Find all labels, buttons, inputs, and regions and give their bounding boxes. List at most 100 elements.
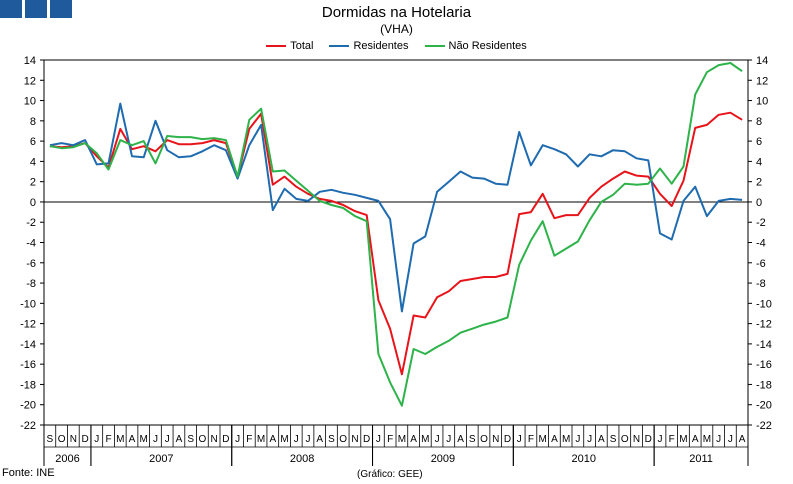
ine-logo-icon — [0, 0, 72, 18]
logo-square — [0, 0, 22, 18]
month-label: D — [645, 434, 652, 445]
month-label: F — [387, 434, 393, 445]
y-tick-label-left: 8 — [30, 116, 36, 128]
month-label: D — [222, 434, 229, 445]
month-label: M — [421, 434, 429, 445]
y-tick-label-right: 8 — [756, 116, 762, 128]
legend-label: Residentes — [353, 40, 409, 52]
month-label: A — [692, 434, 699, 445]
y-tick-label-right: 0 — [756, 197, 762, 209]
legend-swatch — [266, 45, 287, 47]
month-label: J — [658, 434, 663, 445]
month-label: A — [129, 434, 136, 445]
year-label: 2011 — [689, 453, 713, 465]
month-label: N — [633, 434, 640, 445]
month-label: A — [316, 434, 323, 445]
month-label: J — [587, 434, 592, 445]
y-tick-label-right: -16 — [756, 359, 772, 371]
y-tick-label-right: 14 — [756, 55, 768, 67]
chart-legend: Total Residentes Não Residentes — [0, 40, 793, 52]
month-label: M — [398, 434, 406, 445]
y-tick-label-right: -10 — [756, 298, 772, 310]
month-label: A — [457, 434, 464, 445]
year-label: 2007 — [149, 453, 173, 465]
y-tick-label-left: 2 — [30, 177, 36, 189]
month-label: A — [598, 434, 605, 445]
month-label: J — [306, 434, 311, 445]
chart-credit: (Gráfico: GEE) — [357, 469, 423, 480]
month-label: S — [469, 434, 476, 445]
legend-swatch — [424, 45, 445, 47]
legend-item: Residentes — [329, 40, 409, 52]
month-label: M — [562, 434, 570, 445]
y-tick-label-left: 10 — [24, 96, 36, 108]
month-label: J — [94, 434, 99, 445]
month-label: J — [575, 434, 580, 445]
year-label: 2008 — [290, 453, 314, 465]
y-tick-label-right: -2 — [756, 217, 766, 229]
month-label: F — [105, 434, 111, 445]
y-tick-label-left: 12 — [24, 75, 36, 87]
month-label: F — [528, 434, 534, 445]
y-tick-label-right: 10 — [756, 96, 768, 108]
y-tick-label-right: -8 — [756, 278, 766, 290]
month-label: J — [153, 434, 158, 445]
series-line — [49, 62, 743, 407]
y-tick-label-left: -12 — [20, 319, 36, 331]
month-label: D — [504, 434, 511, 445]
month-label: J — [716, 434, 721, 445]
year-label: 2006 — [55, 453, 79, 465]
y-tick-label-right: -4 — [756, 238, 766, 250]
y-tick-label-left: -2 — [26, 217, 36, 229]
y-tick-label-right: -14 — [756, 339, 772, 351]
month-label: J — [435, 434, 440, 445]
month-label: O — [621, 434, 629, 445]
y-tick-label-right: -12 — [756, 319, 772, 331]
month-label: J — [517, 434, 522, 445]
month-label: S — [328, 434, 335, 445]
y-tick-label-right: -18 — [756, 379, 772, 391]
source-note: Fonte: INE — [2, 467, 55, 479]
y-tick-label-left: -8 — [26, 278, 36, 290]
month-label: A — [551, 434, 558, 445]
y-tick-label-right: -6 — [756, 258, 766, 270]
month-label: A — [410, 434, 417, 445]
y-tick-label-left: -22 — [20, 420, 36, 432]
month-label: A — [269, 434, 276, 445]
legend-item: Não Residentes — [424, 40, 527, 52]
chart-subtitle: (VHA) — [380, 22, 413, 36]
month-label: O — [199, 434, 207, 445]
y-tick-label-right: 6 — [756, 136, 762, 148]
y-tick-label-left: 6 — [30, 136, 36, 148]
month-label: J — [294, 434, 299, 445]
month-label: J — [235, 434, 240, 445]
month-label: J — [165, 434, 170, 445]
y-tick-label-left: 14 — [24, 55, 36, 67]
month-label: F — [669, 434, 675, 445]
y-tick-label-left: -10 — [20, 298, 36, 310]
plot-frame — [43, 59, 749, 426]
month-label: M — [703, 434, 711, 445]
y-tick-label-right: 4 — [756, 156, 762, 168]
y-tick-label-left: 0 — [30, 197, 36, 209]
month-label: O — [339, 434, 347, 445]
series-line — [49, 102, 743, 313]
month-label: M — [280, 434, 288, 445]
month-label: S — [187, 434, 194, 445]
month-label: A — [176, 434, 183, 445]
month-label: O — [58, 434, 66, 445]
year-label: 2009 — [431, 453, 455, 465]
legend-label: Total — [290, 40, 314, 52]
y-tick-label-left: -20 — [20, 400, 36, 412]
month-label: J — [728, 434, 733, 445]
month-label: J — [376, 434, 381, 445]
y-tick-label-right: 12 — [756, 75, 768, 87]
month-label: M — [538, 434, 546, 445]
series-line — [49, 111, 743, 376]
y-tick-label-right: 2 — [756, 177, 762, 189]
y-tick-label-right: -20 — [756, 400, 772, 412]
y-tick-label-right: -22 — [756, 420, 772, 432]
chart-title: Dormidas na Hotelaria — [321, 4, 472, 21]
year-label: 2010 — [571, 453, 595, 465]
